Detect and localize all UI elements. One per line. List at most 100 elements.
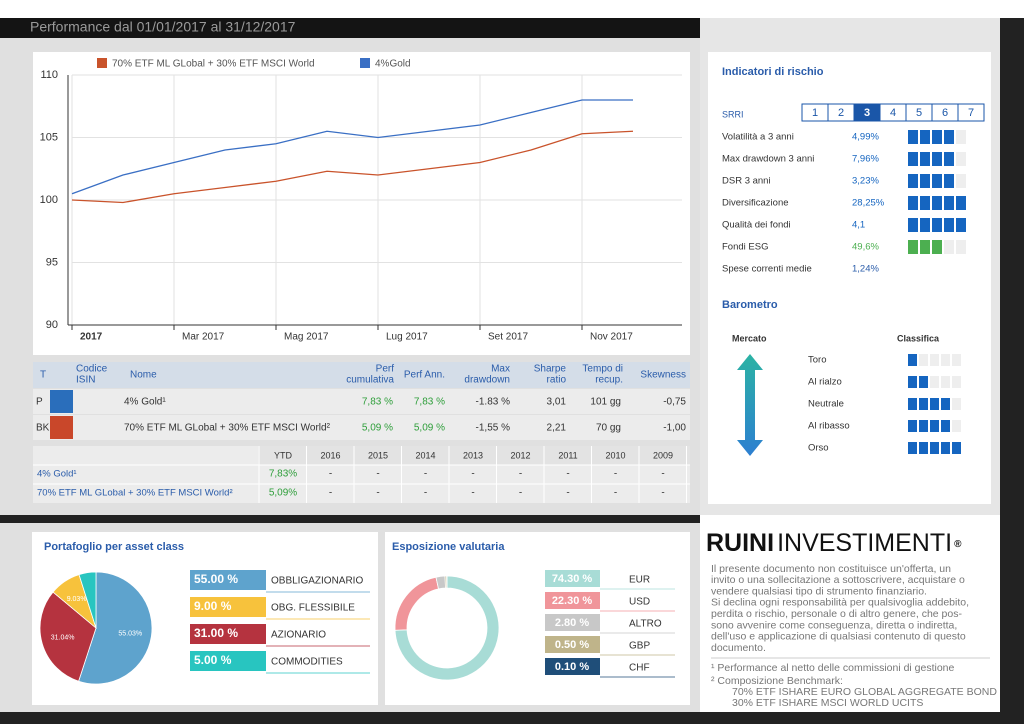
score-box <box>952 354 961 366</box>
barometer-label: Al ribasso <box>808 421 850 432</box>
benchmark-line: 30% ETF ISHARE MSCI WORLD UCITS <box>732 697 923 709</box>
yearly-cell: - <box>661 469 664 480</box>
score-box <box>944 152 954 166</box>
yearly-name: 4% Gold¹ <box>37 469 77 480</box>
x-tick-label: Lug 2017 <box>386 332 428 343</box>
note: ² Composizione Benchmark: <box>711 675 843 687</box>
share-name: CHF <box>629 663 650 674</box>
score-box <box>956 152 966 166</box>
yearly-header: 2009 <box>653 450 673 460</box>
score-box <box>908 196 918 210</box>
yearly-header: 2015 <box>368 450 388 460</box>
srri-level: 1 <box>812 107 818 119</box>
table-cell: 2,21 <box>547 423 567 434</box>
row-color <box>50 390 73 413</box>
yearly-cell: - <box>566 469 569 480</box>
yearly-header: 2011 <box>558 450 577 460</box>
yearly-name: 70% ETF ML GLobal + 30% ETF MSCI World² <box>37 488 233 499</box>
legend-swatch <box>360 58 370 68</box>
table-header: Skewness <box>640 370 686 381</box>
series-line <box>71 130 634 204</box>
logo-left: RUINI <box>706 529 774 557</box>
disclaimer-line: Il presente documento non costituisce un… <box>711 563 951 575</box>
table-header: Sharpe <box>534 364 567 375</box>
table-header: ratio <box>547 375 567 386</box>
score-box <box>908 420 917 432</box>
indicator-value: 7,96% <box>852 154 879 165</box>
srri-level: 4 <box>890 107 896 119</box>
yearly-cell: 7,83% <box>269 469 297 480</box>
disclaimer-line: Si declina ogni responsabilità per quals… <box>711 597 969 609</box>
table-cell: 3,01 <box>547 397 567 408</box>
score-box <box>908 376 917 388</box>
score-box <box>919 420 928 432</box>
score-box <box>952 442 961 454</box>
score-box <box>944 196 954 210</box>
benchmark-line: 70% ETF ISHARE EURO GLOBAL AGGREGATE BON… <box>732 686 997 698</box>
x-tick-label: Nov 2017 <box>590 332 633 343</box>
indicator-label: Spese correnti medie <box>722 264 812 275</box>
share-label: 5.00 % <box>194 653 232 667</box>
page-title: Performance dal 01/01/2017 al 31/12/2017 <box>30 19 296 35</box>
score-box <box>920 130 930 144</box>
score-box <box>920 196 930 210</box>
score-box <box>952 420 961 432</box>
disclaimer-line: invito o una sollecitazione a sottoscriv… <box>711 574 965 586</box>
score-box <box>944 240 954 254</box>
table-header: Perf <box>376 364 395 375</box>
table-header: Nome <box>130 370 157 381</box>
barometer-label: Al rialzo <box>808 377 842 388</box>
pie-slice <box>39 591 97 682</box>
table-cell: 5,09 % <box>362 423 393 434</box>
yearly-cell: - <box>519 469 522 480</box>
currency-title: Esposizione valutaria <box>392 541 505 553</box>
share-box <box>545 614 600 631</box>
right-edge <box>1000 18 1024 724</box>
score-box <box>956 130 966 144</box>
score-box <box>908 218 918 232</box>
yearly-cell: - <box>329 469 332 480</box>
x-tick-label: Set 2017 <box>488 332 528 343</box>
score-box <box>920 218 930 232</box>
chart-panel <box>33 52 690 355</box>
share-box <box>545 570 600 587</box>
y-tick-label: 95 <box>46 256 58 268</box>
srri-label: SRRI <box>722 109 744 119</box>
yearly-cell: - <box>471 469 474 480</box>
indicator-value: 28,25% <box>852 198 885 209</box>
score-box <box>941 354 950 366</box>
score-box <box>920 152 930 166</box>
score-box <box>908 442 917 454</box>
disclaimer-line: dell'uso e applicazione di qualsiasi con… <box>711 631 966 643</box>
table-cell: 5,09 % <box>414 423 445 434</box>
x-tick-label: Mar 2017 <box>182 332 225 343</box>
table-cell: 70 gg <box>596 423 621 434</box>
indicator-label: Diversificazione <box>722 198 789 209</box>
score-box <box>920 240 930 254</box>
score-box <box>941 442 950 454</box>
share-label: 31.00 % <box>194 626 238 640</box>
disclaimer-line: documento. <box>711 642 766 654</box>
share-box <box>190 624 266 644</box>
yearly-cell: - <box>614 469 617 480</box>
srri-level: 5 <box>916 107 922 119</box>
legend-swatch <box>97 58 107 68</box>
table-header-bg <box>33 362 690 388</box>
score-box <box>952 376 961 388</box>
table-header: Codice <box>76 364 108 375</box>
score-box <box>908 152 918 166</box>
y-tick-label: 105 <box>40 131 58 143</box>
score-box <box>932 174 942 188</box>
legend-label: 70% ETF ML GLobal + 30% ETF MSCI World <box>112 59 315 70</box>
title-bar <box>0 18 700 38</box>
indicator-label: Qualità dei fondi <box>722 220 791 231</box>
indicator-value: 49,6% <box>852 242 879 253</box>
market-label: Mercato <box>732 333 767 343</box>
yearly-cell: - <box>424 488 427 499</box>
srri-level: 7 <box>968 107 974 119</box>
yearly-header: 2016 <box>320 450 340 460</box>
indicator-value: 4,99% <box>852 132 879 143</box>
table-header: drawdown <box>464 375 510 386</box>
barometer-arrow <box>737 354 763 456</box>
y-tick-label: 110 <box>40 69 58 81</box>
